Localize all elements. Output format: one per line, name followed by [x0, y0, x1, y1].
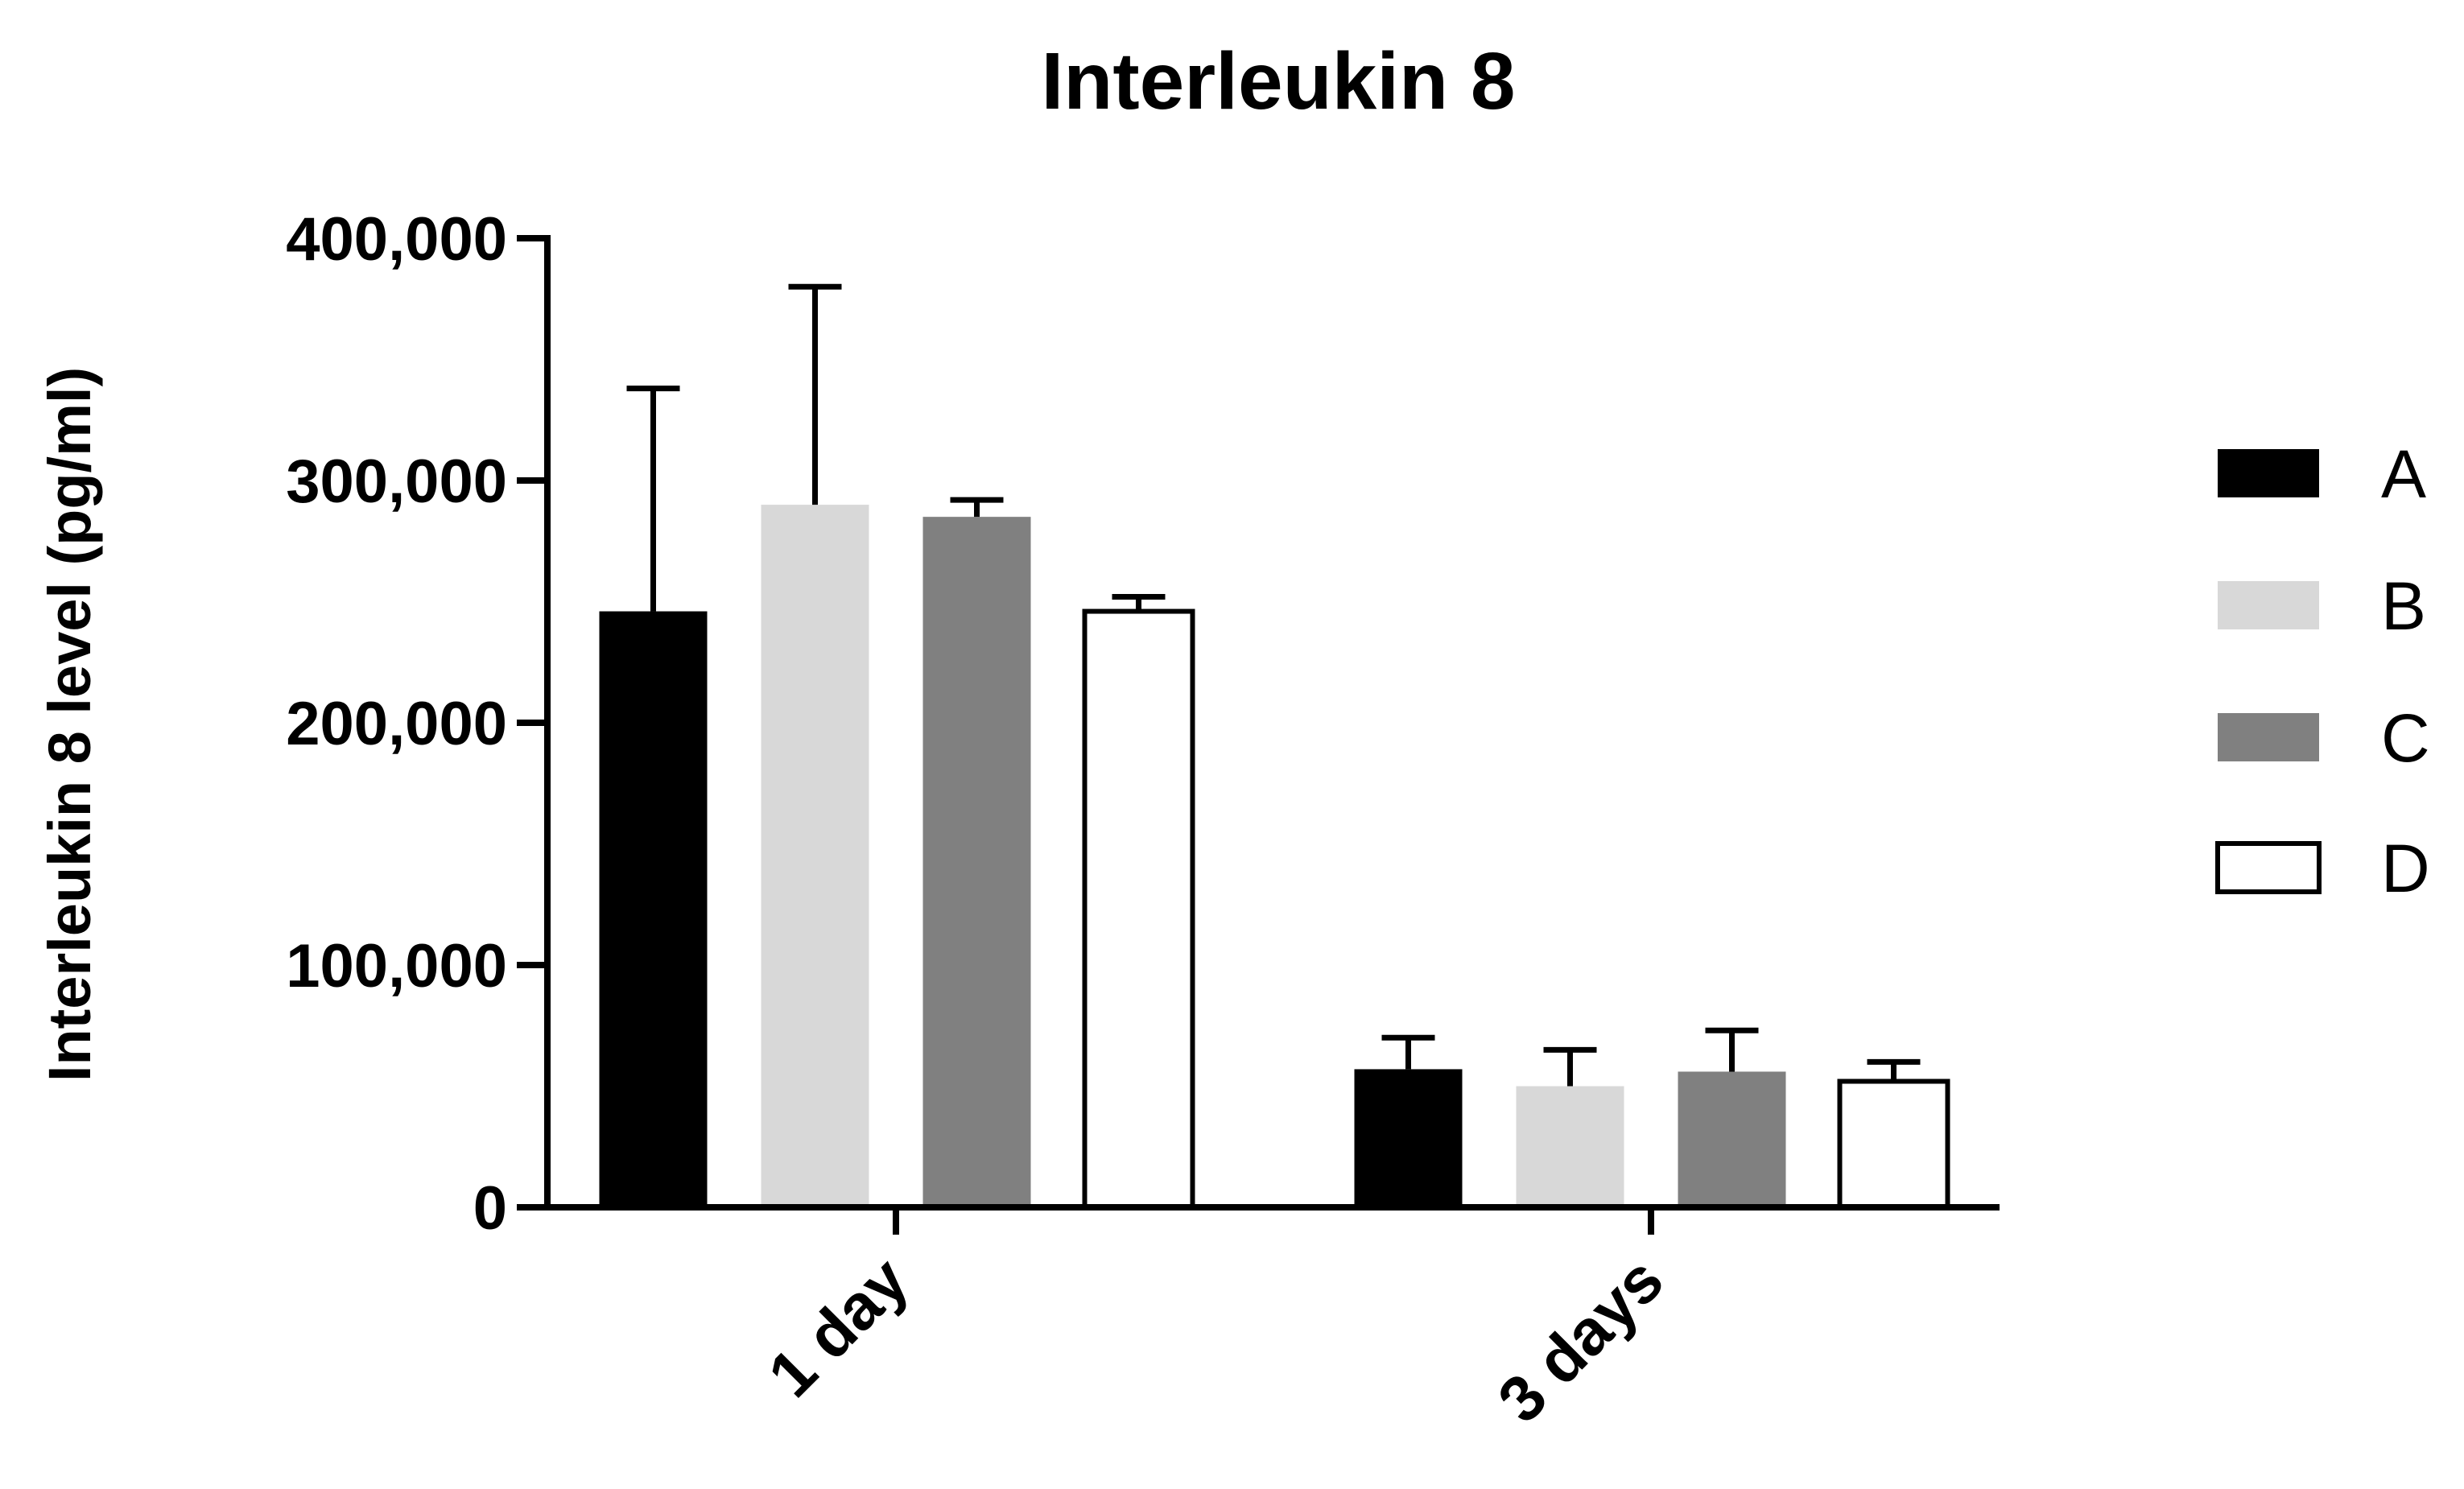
bar-c-1	[922, 517, 1031, 1207]
legend-label-a: A	[2381, 436, 2426, 512]
legend-label-d: D	[2381, 831, 2430, 906]
bar-b-1	[761, 505, 869, 1207]
bar-a-2	[1354, 1069, 1463, 1207]
legend-swatch-b	[2218, 581, 2319, 629]
plot-area: 0 100,000 200,000 300,000 400,000 1 day 3 days	[286, 205, 2000, 1436]
bar-d-2	[1837, 1079, 1950, 1210]
y-tick-label: 400,000	[286, 205, 507, 274]
y-tick-label: 300,000	[286, 448, 507, 516]
y-tick-label: 200,000	[286, 690, 507, 758]
legend-label-b: B	[2381, 568, 2426, 644]
y-tick-label: 100,000	[286, 932, 507, 1000]
legend-swatch-d	[2215, 841, 2322, 894]
chart-title: Interleukin 8	[1041, 36, 1515, 126]
bar-c-2	[1678, 1071, 1786, 1207]
y-axis-label: Interleukin 8 level (pg/ml)	[36, 367, 103, 1082]
x-tick-label: 1 day	[754, 1244, 922, 1411]
bar-d-1	[1082, 608, 1195, 1210]
legend-swatch-c	[2218, 713, 2319, 761]
bar-b-2	[1516, 1086, 1624, 1207]
x-tick-label: 3 days	[1484, 1244, 1677, 1436]
legend-label-c: C	[2381, 700, 2430, 776]
bar-a-1	[599, 611, 708, 1207]
y-tick-label: 0	[473, 1174, 507, 1243]
legend-swatch-a	[2218, 449, 2319, 497]
